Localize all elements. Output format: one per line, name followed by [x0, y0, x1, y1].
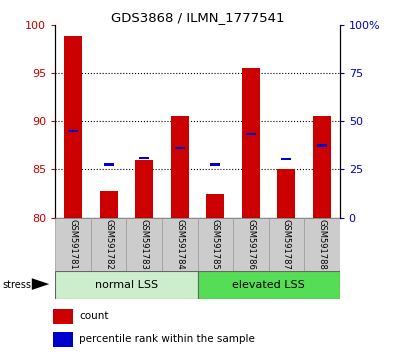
Bar: [206, 194, 224, 218]
Bar: [277, 170, 295, 218]
Text: elevated LSS: elevated LSS: [232, 280, 305, 290]
Bar: [304, 218, 340, 271]
Bar: [64, 36, 82, 218]
Bar: [53, 309, 73, 324]
Text: GSM591783: GSM591783: [140, 219, 149, 270]
Text: normal LSS: normal LSS: [95, 280, 158, 290]
Text: GSM591787: GSM591787: [282, 219, 291, 270]
Bar: [55, 218, 91, 271]
Text: GSM591788: GSM591788: [318, 219, 326, 270]
Text: stress: stress: [2, 280, 31, 290]
Bar: [68, 130, 78, 132]
Bar: [171, 116, 189, 218]
Text: GSM591782: GSM591782: [104, 219, 113, 270]
Bar: [246, 133, 256, 135]
Text: percentile rank within the sample: percentile rank within the sample: [79, 335, 255, 344]
Text: GSM591781: GSM591781: [69, 219, 77, 270]
Bar: [317, 144, 327, 147]
Text: GSM591785: GSM591785: [211, 219, 220, 270]
Bar: [135, 160, 153, 218]
Bar: [162, 218, 198, 271]
Text: GSM591786: GSM591786: [246, 219, 255, 270]
Bar: [242, 68, 260, 218]
Bar: [282, 158, 291, 160]
Bar: [198, 218, 233, 271]
Bar: [175, 147, 184, 149]
Bar: [53, 332, 73, 347]
Bar: [211, 164, 220, 166]
Title: GDS3868 / ILMN_1777541: GDS3868 / ILMN_1777541: [111, 11, 284, 24]
Bar: [100, 191, 118, 218]
Bar: [126, 218, 162, 271]
Text: count: count: [79, 312, 109, 321]
Bar: [269, 218, 304, 271]
Bar: [233, 218, 269, 271]
Bar: [198, 271, 340, 299]
Bar: [139, 157, 149, 159]
Bar: [313, 116, 331, 218]
Bar: [104, 164, 113, 166]
Polygon shape: [32, 278, 49, 290]
Text: GSM591784: GSM591784: [175, 219, 184, 270]
Bar: [91, 218, 126, 271]
Bar: [55, 271, 198, 299]
